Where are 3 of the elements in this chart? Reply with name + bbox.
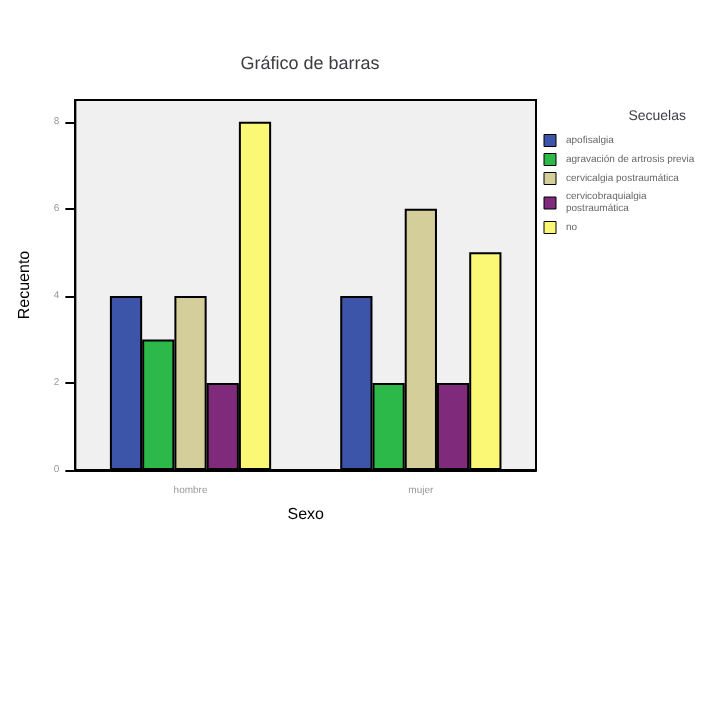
chart-title: Gráfico de barras bbox=[240, 53, 381, 73]
y-axis-title: Recuento bbox=[15, 249, 33, 320]
x-axis-title: Sexo bbox=[287, 505, 326, 523]
